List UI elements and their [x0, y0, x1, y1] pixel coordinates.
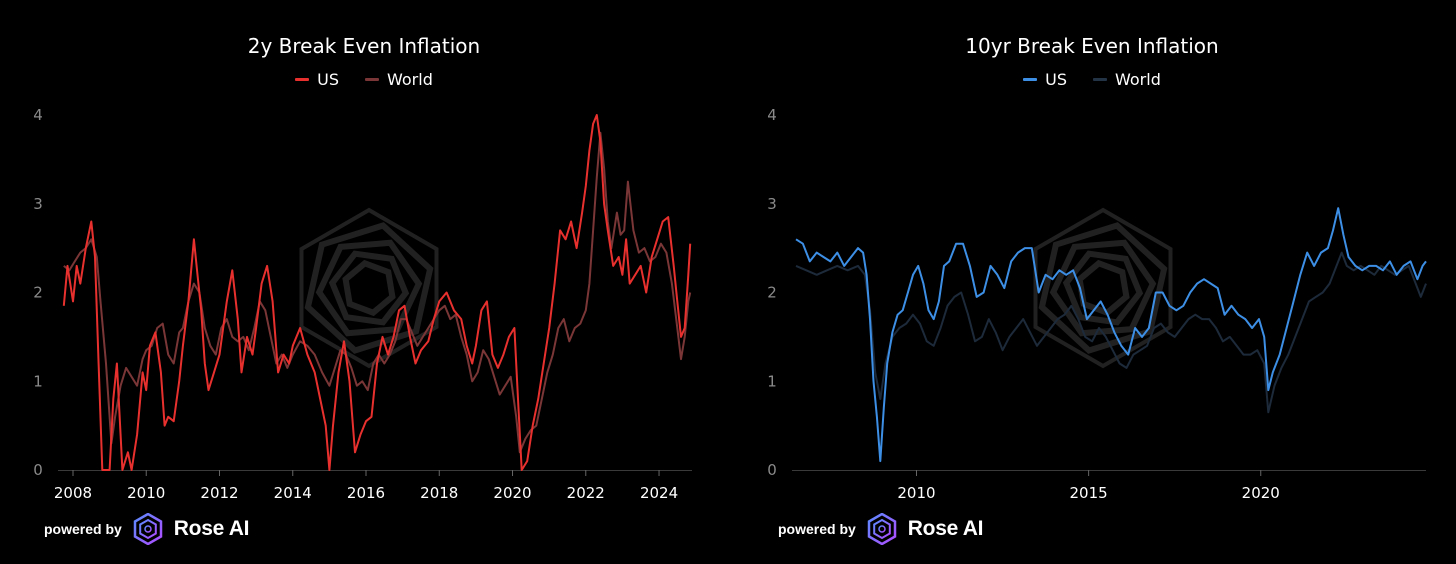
chart-legend: US World [0, 70, 728, 89]
legend-label-world: World [387, 70, 433, 89]
y-tick-label: 3 [33, 195, 43, 213]
legend-item-us[interactable]: US [1023, 70, 1067, 89]
y-tick-label: 2 [33, 284, 43, 302]
chart-title: 10yr Break Even Inflation [965, 34, 1219, 58]
x-tick-label: 2020 [493, 484, 531, 502]
x-tick-label: 2022 [567, 484, 605, 502]
powered-by-brand[interactable]: powered by Rose AI [44, 513, 249, 545]
rose-ai-logo-icon [867, 513, 897, 545]
y-tick-label: 2 [767, 284, 777, 302]
x-tick-label: 2020 [1242, 484, 1280, 502]
legend-item-us[interactable]: US [295, 70, 339, 89]
x-tick-label: 2010 [897, 484, 935, 502]
chart-panel-10yr: 10yr Break Even Inflation US World 0 1 2 3 4… [728, 0, 1456, 564]
rose-ai-name: Rose AI [907, 517, 984, 540]
series-line-us [62, 114, 692, 471]
legend-label-world: World [1115, 70, 1161, 89]
rose-ai-logo-icon [133, 513, 163, 545]
y-tick-label: 1 [767, 372, 777, 390]
x-tick-label: 2018 [420, 484, 458, 502]
legend-label-us: US [317, 70, 339, 89]
legend-item-world[interactable]: World [365, 70, 433, 89]
y-tick-label: 3 [767, 195, 777, 213]
legend-swatch-us [1023, 78, 1038, 81]
powered-by-brand[interactable]: powered by Rose AI [778, 513, 983, 545]
watermark-logo-icon [299, 207, 439, 369]
watermark-logo-icon [1033, 207, 1173, 369]
legend-swatch-world [365, 78, 379, 81]
y-tick-label: 4 [767, 106, 777, 124]
chart-title: 2y Break Even Inflation [247, 34, 481, 58]
y-tick-label: 1 [33, 372, 43, 390]
x-tick-label: 2016 [347, 484, 385, 502]
chart-panel-2y: 2y Break Even Inflation US World 0 1 2 3 4 20… [0, 34, 728, 545]
y-tick-label: 0 [33, 461, 43, 479]
x-tick-label: 2014 [274, 484, 312, 502]
x-tick-label: 2010 [127, 484, 165, 502]
y-tick-label: 4 [33, 106, 43, 124]
chart-legend: US World [728, 70, 1456, 89]
series-line-world [63, 131, 692, 454]
legend-label-us: US [1045, 70, 1067, 89]
x-tick-label: 2024 [640, 484, 678, 502]
x-tick-label: 2015 [1070, 484, 1108, 502]
series-line-world [795, 251, 1427, 414]
x-tick-label: 2008 [54, 484, 92, 502]
rose-ai-name: Rose AI [173, 517, 250, 540]
powered-by-label: powered by [44, 521, 122, 537]
legend-swatch-world [1093, 78, 1107, 81]
legend-item-world[interactable]: World [1093, 70, 1161, 89]
chart-plot-10yr: 0 1 2 3 4 2010 2015 2020 [767, 106, 1427, 502]
y-tick-label: 0 [767, 461, 777, 479]
chart-plot-2y: 0 1 2 3 4 2008 2010 2012 2014 2016 2018 2020 2022 202… [33, 106, 692, 502]
x-tick-label: 2012 [200, 484, 238, 502]
legend-swatch-us [295, 78, 310, 81]
powered-by-label: powered by [778, 521, 856, 537]
series-line-us [795, 207, 1427, 463]
